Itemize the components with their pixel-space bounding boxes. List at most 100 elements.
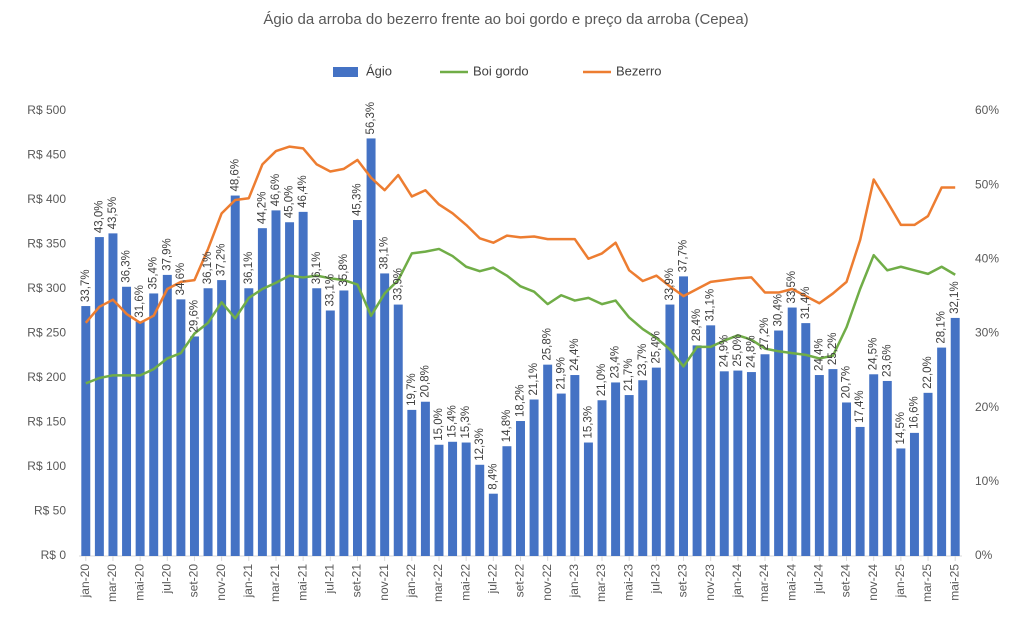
bar <box>665 304 675 556</box>
data-label: 25,0% <box>732 334 744 367</box>
data-label: 30,4% <box>773 294 785 327</box>
bar <box>149 293 159 556</box>
bar <box>407 409 417 556</box>
bar <box>353 220 362 556</box>
y-tick-label: R$ 400 <box>27 192 66 206</box>
bar <box>122 286 132 556</box>
data-label: 33,9% <box>664 268 676 301</box>
x-tick-label: nov-21 <box>377 564 391 601</box>
x-tick-label: set-21 <box>350 564 364 598</box>
bar <box>135 321 145 556</box>
bar <box>597 400 607 556</box>
y-tick-label: R$ 250 <box>27 326 66 340</box>
data-label: 37,2% <box>216 243 228 276</box>
data-label: 28,4% <box>691 309 703 342</box>
bar <box>543 364 553 556</box>
data-label: 38,1% <box>379 237 391 270</box>
data-label: 19,7% <box>406 373 418 406</box>
y-tick-label: R$ 50 <box>34 504 66 518</box>
bar <box>230 195 240 557</box>
bar <box>298 211 308 556</box>
x-tick-label: jul-21 <box>322 564 336 595</box>
bar <box>733 370 743 556</box>
bar <box>746 372 756 556</box>
data-label: 43,5% <box>107 197 119 230</box>
data-label: 32,1% <box>949 281 961 314</box>
data-label: 15,3% <box>582 406 594 439</box>
data-label: 24,4% <box>813 338 825 371</box>
x-tick-label: mar-23 <box>594 564 608 602</box>
bar <box>162 274 172 556</box>
x-tick-label: mai-21 <box>295 564 309 601</box>
bar <box>325 310 335 556</box>
y-tick-label: R$ 450 <box>27 148 66 162</box>
data-label: 17,4% <box>854 390 866 423</box>
x-tick-label: jul-23 <box>649 564 663 595</box>
data-label: 21,7% <box>623 358 635 391</box>
bar <box>244 288 254 556</box>
data-label: 23,4% <box>610 346 622 379</box>
x-tick-label: nov-20 <box>214 564 228 601</box>
y2-tick-label: 60% <box>975 103 999 117</box>
data-label: 21,0% <box>596 364 608 397</box>
x-tick-label: mar-21 <box>268 564 282 602</box>
bar <box>855 426 865 556</box>
data-label: 25,8% <box>542 328 554 361</box>
bar <box>380 273 390 556</box>
x-tick-label: mar-24 <box>757 564 771 602</box>
x-tick-label: mai-24 <box>784 564 798 601</box>
x-tick-label: jul-20 <box>159 564 173 595</box>
data-label: 36,1% <box>311 252 323 285</box>
data-label: 20,8% <box>419 365 431 398</box>
bar <box>583 442 593 556</box>
x-tick-label: jan-25 <box>893 564 907 599</box>
bar <box>760 354 770 556</box>
bar <box>94 237 104 557</box>
data-label: 16,6% <box>908 396 920 429</box>
bar <box>787 307 797 556</box>
y2-tick-label: 30% <box>975 326 999 340</box>
data-label: 22,0% <box>922 356 934 389</box>
bar <box>828 369 838 556</box>
bar <box>488 493 498 556</box>
bar <box>108 233 118 556</box>
bar <box>842 402 852 556</box>
data-label: 20,7% <box>841 366 853 399</box>
bar <box>719 371 729 556</box>
y-tick-label: R$ 350 <box>27 237 66 251</box>
bar <box>651 367 661 556</box>
data-label: 56,3% <box>365 102 377 135</box>
y-tick-label: R$ 150 <box>27 415 66 429</box>
data-label: 24,9% <box>718 335 730 368</box>
y2-tick-label: 20% <box>975 400 999 414</box>
data-label: 12,3% <box>474 428 486 461</box>
data-label: 27,2% <box>759 318 771 351</box>
data-label: 23,7% <box>637 344 649 377</box>
y2-tick-label: 10% <box>975 474 999 488</box>
data-label: 35,8% <box>338 254 350 287</box>
legend-label: Ágio <box>366 63 392 78</box>
bar <box>814 375 824 556</box>
bar <box>882 380 892 556</box>
x-tick-label: mai-22 <box>458 564 472 601</box>
bar <box>502 446 512 556</box>
data-label: 25,4% <box>650 331 662 364</box>
data-label: 48,6% <box>229 159 241 192</box>
data-label: 23,6% <box>881 344 893 377</box>
data-label: 15,0% <box>433 408 445 441</box>
data-label: 21,1% <box>528 363 540 396</box>
data-label: 35,4% <box>148 257 160 290</box>
data-label: 28,1% <box>936 311 948 344</box>
x-tick-label: jan-21 <box>241 564 255 599</box>
data-label: 37,7% <box>678 240 690 273</box>
bar <box>203 288 213 556</box>
x-tick-label: mai-20 <box>132 564 146 601</box>
bar <box>556 393 566 556</box>
data-label: 14,5% <box>895 412 907 445</box>
y2-tick-label: 0% <box>975 548 993 562</box>
data-label: 33,1% <box>324 274 336 307</box>
x-tick-label: mai-25 <box>947 564 961 601</box>
y2-tick-label: 50% <box>975 177 999 191</box>
bar <box>937 347 947 556</box>
